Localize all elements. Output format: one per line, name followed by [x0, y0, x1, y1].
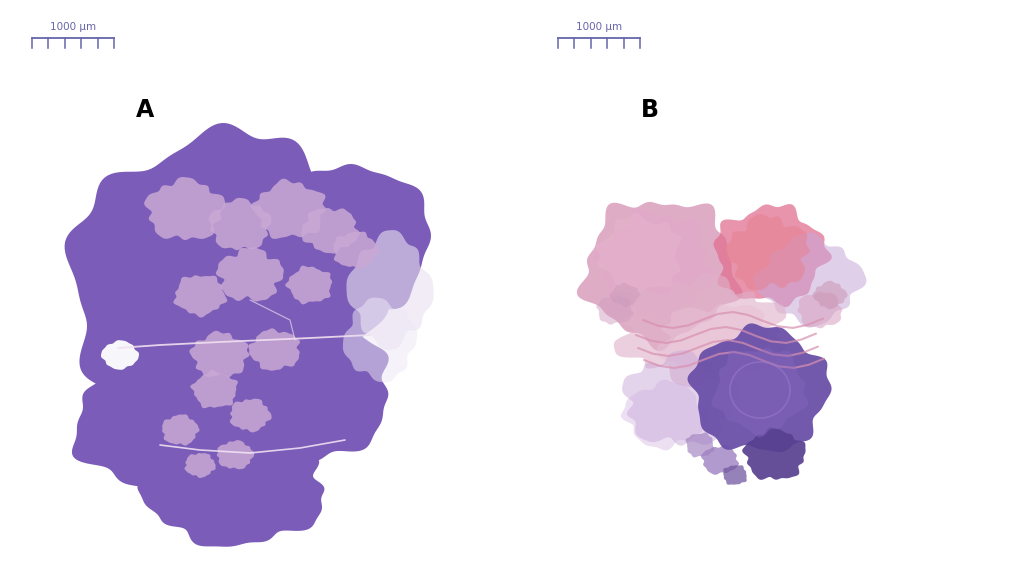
Polygon shape: [609, 283, 640, 307]
Polygon shape: [592, 209, 716, 321]
Polygon shape: [208, 198, 271, 250]
Polygon shape: [191, 370, 237, 408]
Polygon shape: [722, 465, 746, 485]
Polygon shape: [217, 440, 254, 469]
Polygon shape: [342, 298, 417, 383]
Text: 1000 μm: 1000 μm: [50, 22, 96, 32]
Polygon shape: [72, 341, 326, 508]
Polygon shape: [216, 247, 283, 301]
Polygon shape: [333, 232, 379, 269]
Polygon shape: [285, 266, 332, 304]
Polygon shape: [184, 453, 215, 478]
Polygon shape: [711, 348, 808, 438]
Polygon shape: [190, 331, 250, 377]
Polygon shape: [595, 213, 681, 297]
Polygon shape: [138, 432, 324, 547]
Polygon shape: [248, 328, 300, 371]
Polygon shape: [301, 208, 360, 253]
Polygon shape: [622, 350, 740, 446]
Polygon shape: [182, 309, 388, 465]
Polygon shape: [173, 276, 227, 318]
Polygon shape: [101, 340, 139, 370]
Polygon shape: [144, 177, 225, 240]
Polygon shape: [713, 204, 832, 307]
Polygon shape: [162, 414, 200, 446]
Polygon shape: [753, 233, 865, 328]
Polygon shape: [596, 295, 633, 325]
Polygon shape: [797, 292, 842, 328]
Polygon shape: [700, 445, 738, 475]
Polygon shape: [64, 123, 388, 452]
Polygon shape: [621, 380, 708, 450]
Polygon shape: [656, 304, 786, 378]
Polygon shape: [613, 273, 786, 387]
Polygon shape: [685, 433, 713, 457]
Text: 1000 μm: 1000 μm: [576, 22, 622, 32]
Text: A: A: [136, 98, 154, 122]
Polygon shape: [346, 230, 433, 350]
Polygon shape: [811, 281, 847, 309]
Polygon shape: [577, 202, 742, 351]
Polygon shape: [251, 178, 325, 239]
Polygon shape: [687, 324, 830, 452]
Polygon shape: [742, 428, 805, 480]
Polygon shape: [279, 164, 431, 316]
Text: B: B: [640, 98, 658, 122]
Polygon shape: [723, 214, 809, 290]
Polygon shape: [229, 398, 271, 432]
